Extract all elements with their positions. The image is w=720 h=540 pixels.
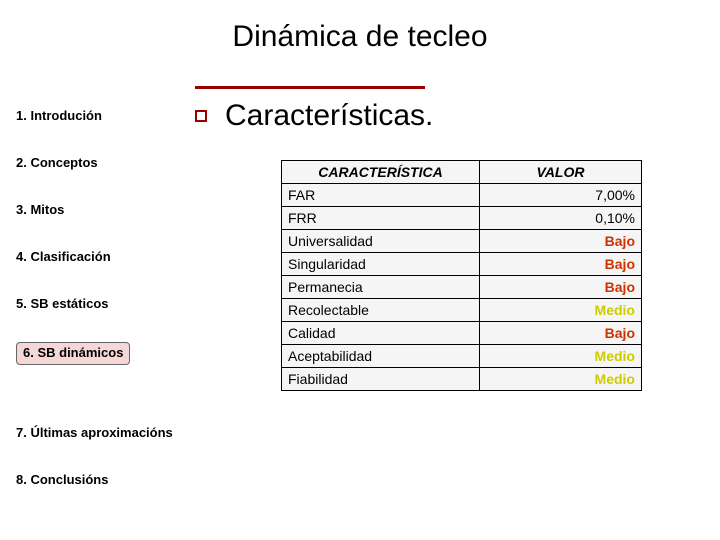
table-row: PermaneciaBajo	[282, 276, 642, 299]
table-row: FRR0,10%	[282, 207, 642, 230]
bullet-row: Características.	[195, 99, 695, 133]
divider	[195, 86, 425, 89]
nav-item-2[interactable]: 2. Conceptos	[16, 155, 186, 172]
table-row: UniversalidadBajo	[282, 230, 642, 253]
cell-characteristic: Aceptabilidad	[282, 345, 480, 368]
table-row: FAR7,00%	[282, 184, 642, 207]
cell-characteristic: FRR	[282, 207, 480, 230]
cell-value: Bajo	[480, 276, 642, 299]
cell-value: Bajo	[480, 230, 642, 253]
cell-value: Bajo	[480, 253, 642, 276]
nav-item-1[interactable]: 1. Introdución	[16, 108, 186, 125]
cell-characteristic: FAR	[282, 184, 480, 207]
table-header-row: CARACTERÍSTICA VALOR	[282, 161, 642, 184]
cell-characteristic: Recolectable	[282, 299, 480, 322]
nav-item-3[interactable]: 3. Mitos	[16, 202, 186, 219]
cell-value: Medio	[480, 345, 642, 368]
cell-value: 7,00%	[480, 184, 642, 207]
table-row: CalidadBajo	[282, 322, 642, 345]
square-bullet-icon	[195, 110, 207, 122]
slide-title: Dinámica de tecleo	[0, 20, 720, 54]
cell-value: 0,10%	[480, 207, 642, 230]
cell-characteristic: Fiabilidad	[282, 368, 480, 391]
data-table: CARACTERÍSTICA VALOR FAR7,00%FRR0,10%Uni…	[281, 160, 642, 391]
cell-characteristic: Permanecia	[282, 276, 480, 299]
header-characteristic: CARACTERÍSTICA	[282, 161, 480, 184]
cell-characteristic: Calidad	[282, 322, 480, 345]
cell-value: Medio	[480, 368, 642, 391]
slide: Dinámica de tecleo 1. Introdución 2. Con…	[0, 0, 720, 540]
cell-value: Medio	[480, 299, 642, 322]
section-heading: Características.	[225, 99, 433, 133]
table-row: SingularidadBajo	[282, 253, 642, 276]
header-value: VALOR	[480, 161, 642, 184]
characteristics-table: CARACTERÍSTICA VALOR FAR7,00%FRR0,10%Uni…	[281, 160, 642, 391]
cell-value: Bajo	[480, 322, 642, 345]
table-row: FiabilidadMedio	[282, 368, 642, 391]
cell-characteristic: Singularidad	[282, 253, 480, 276]
nav-item-6[interactable]: 6. SB dinámicos	[16, 342, 130, 365]
main-content: Características.	[195, 86, 695, 133]
nav-item-5[interactable]: 5. SB estáticos	[16, 296, 186, 313]
table-row: RecolectableMedio	[282, 299, 642, 322]
nav-item-4[interactable]: 4. Clasificación	[16, 249, 186, 266]
nav-item-7[interactable]: 7. Últimas aproximacións	[16, 425, 186, 442]
sidebar: 1. Introdución 2. Conceptos 3. Mitos 4. …	[16, 108, 186, 519]
nav-item-8[interactable]: 8. Conclusións	[16, 472, 186, 489]
cell-characteristic: Universalidad	[282, 230, 480, 253]
table-row: AceptabilidadMedio	[282, 345, 642, 368]
